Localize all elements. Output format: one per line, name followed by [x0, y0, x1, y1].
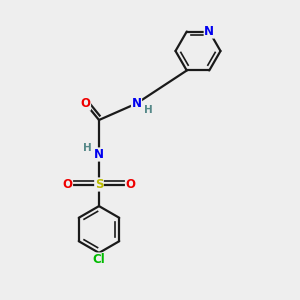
Text: O: O [62, 178, 73, 191]
Text: O: O [80, 97, 91, 110]
Text: N: N [94, 148, 104, 161]
Text: N: N [204, 25, 214, 38]
Text: S: S [95, 178, 103, 191]
Text: O: O [125, 178, 136, 191]
Text: H: H [143, 105, 152, 115]
Text: N: N [131, 97, 142, 110]
Text: Cl: Cl [93, 253, 105, 266]
Text: H: H [83, 143, 92, 153]
